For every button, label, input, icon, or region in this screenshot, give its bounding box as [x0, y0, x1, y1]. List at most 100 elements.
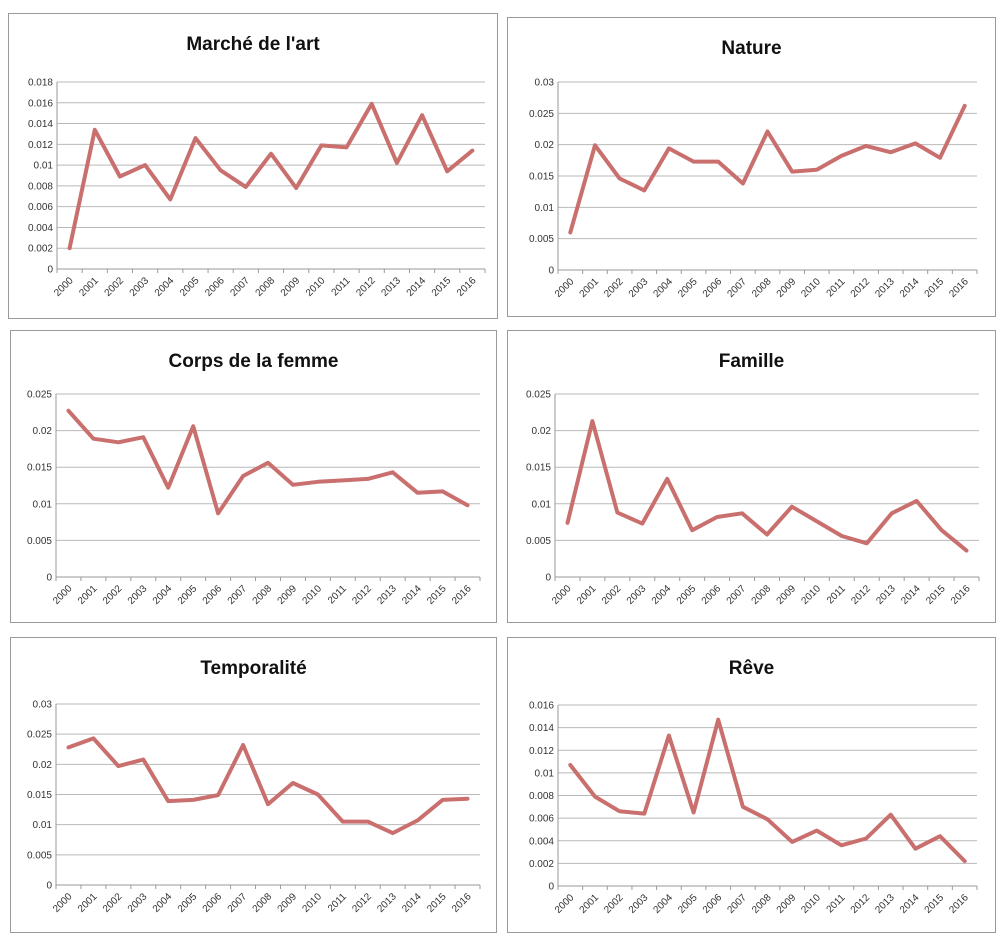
- x-tick-label: 2009: [276, 891, 300, 915]
- x-tick-label: 2013: [873, 276, 897, 300]
- y-tick-label: 0: [548, 266, 554, 277]
- x-tick-label: 2007: [226, 583, 250, 607]
- x-tick-label: 2008: [251, 583, 275, 607]
- y-tick-label: 0.012: [28, 140, 53, 151]
- chart-panel-famille: Famille 0 0.005 0.01 0.015 0.02 0.025 2000 2001…: [507, 330, 996, 623]
- x-tick-label: 2010: [799, 276, 823, 300]
- x-tick-label: 2004: [151, 583, 175, 607]
- x-tick-label: 2004: [652, 892, 676, 916]
- x-tick-label: 2003: [126, 891, 150, 915]
- y-tick-label: 0.004: [529, 836, 554, 847]
- series-line: [568, 103, 967, 235]
- x-tick-label: 2005: [176, 891, 200, 915]
- x-tick-label: 2016: [450, 891, 474, 915]
- x-tick-label: 2010: [799, 583, 823, 607]
- y-tick-label: 0.006: [529, 814, 554, 825]
- y-tick-label: 0.016: [529, 701, 554, 712]
- x-tick-label: 2000: [51, 891, 75, 915]
- series-line: [568, 717, 967, 864]
- x-tick-label: 2012: [849, 583, 873, 607]
- y-tick-label: 0.02: [33, 760, 53, 771]
- y-tick-label: 0.014: [28, 119, 53, 130]
- x-tick-label: 2009: [279, 275, 303, 299]
- chart-panel-reve: Rêve 0 0.002 0.004 0.006 0.008 0.01 0.012 0.014…: [507, 637, 996, 933]
- x-tick-label: 2003: [627, 892, 651, 916]
- x-tick-label: 2005: [675, 583, 699, 607]
- x-tick-label: 2011: [326, 583, 349, 606]
- x-tick-label: 2010: [304, 275, 328, 299]
- chart-svg: 0 0.002 0.004 0.006 0.008 0.01 0.012 0.014 0.016…: [28, 78, 486, 299]
- x-tick-label: 2006: [203, 275, 227, 299]
- y-tick-label: 0.01: [33, 499, 53, 510]
- x-tick-label: 2004: [652, 276, 676, 300]
- chart-title: Nature: [721, 38, 782, 59]
- x-tick-label: 2012: [849, 892, 873, 916]
- x-tick-label: 2005: [178, 275, 202, 299]
- y-tick-label: 0.01: [535, 768, 555, 779]
- y-tick-label: 0.008: [28, 181, 53, 192]
- y-tick-label: 0.025: [529, 109, 554, 120]
- x-tick-label: 2015: [425, 891, 449, 915]
- y-tick-label: 0.01: [33, 820, 53, 831]
- y-tick-label: 0: [545, 573, 551, 584]
- y-tick-label: 0.015: [526, 463, 551, 474]
- x-tick-label: 2008: [750, 892, 774, 916]
- y-tick-label: 0.005: [27, 536, 52, 547]
- y-tick-label: 0.018: [28, 78, 53, 89]
- y-tick-label: 0.016: [28, 98, 53, 109]
- x-tick-label: 2011: [825, 583, 848, 606]
- x-tick-label: 2012: [350, 891, 374, 915]
- y-tick-label: 0.01: [532, 499, 552, 510]
- y-tick-label: 0.025: [27, 730, 52, 741]
- x-tick-label: 2010: [300, 891, 324, 915]
- x-tick-label: 2016: [947, 892, 971, 916]
- x-tick-label: 2013: [379, 275, 403, 299]
- chart-panel-temporalite: Temporalité 0 0.005 0.01 0.015 0.02 0.025 0.03…: [10, 637, 497, 933]
- y-tick-label: 0.002: [529, 859, 554, 870]
- x-tick-label: 2006: [701, 276, 725, 300]
- x-tick-label: 2006: [201, 583, 225, 607]
- y-tick-label: 0.012: [529, 746, 554, 757]
- chart-title: Rêve: [728, 658, 775, 679]
- x-tick-label: 2009: [775, 892, 799, 916]
- x-tick-label: 2016: [450, 583, 474, 607]
- x-tick-label: 2002: [101, 583, 125, 607]
- chart-title: Famille: [718, 351, 785, 372]
- x-tick-label: 2012: [354, 275, 378, 299]
- x-tick-label: 2008: [251, 891, 275, 915]
- x-tick-label: 2005: [676, 892, 700, 916]
- y-tick-label: 0: [46, 881, 52, 892]
- y-tick-label: 0.005: [529, 234, 554, 245]
- x-tick-label: 2001: [578, 276, 602, 300]
- y-tick-label: 0.008: [529, 791, 554, 802]
- y-tick-label: 0.005: [526, 536, 551, 547]
- y-tick-label: 0.015: [27, 790, 52, 801]
- chart-svg: 0 0.005 0.01 0.015 0.02 0.025 0.03 2000 2001 2002…: [529, 78, 978, 300]
- x-tick-label: 2010: [300, 583, 324, 607]
- chart-svg: 0 0.005 0.01 0.015 0.02 0.025 0.03 2000 2001 2002…: [27, 700, 481, 915]
- x-tick-label: 2014: [898, 892, 922, 916]
- x-tick-label: 2003: [625, 583, 649, 607]
- chart-title: Temporalité: [200, 658, 307, 679]
- x-tick-label: 2003: [126, 583, 150, 607]
- x-tick-label: 2001: [76, 891, 100, 915]
- chart-panel-corps-de-la-femme: Corps de la femme 0 0.005 0.01 0.015 0.02 0.0…: [10, 330, 497, 623]
- x-tick-label: 2015: [924, 583, 948, 607]
- x-tick-label: 2010: [799, 892, 823, 916]
- x-tick-label: 2002: [602, 892, 626, 916]
- x-tick-label: 2000: [52, 275, 76, 299]
- x-tick-label: 2008: [750, 583, 774, 607]
- x-tick-label: 2007: [725, 583, 749, 607]
- x-tick-label: 2002: [101, 891, 125, 915]
- chart-panel-nature: Nature 0 0.005 0.01 0.015 0.02 0.025 0.03 2000 2…: [507, 17, 996, 317]
- y-tick-label: 0.03: [535, 78, 555, 89]
- chart-panel-marche-de-lart: Marché de l'art 0 0.002 0.004 0.006 0.008 0.0…: [8, 13, 498, 319]
- x-tick-label: 2000: [553, 892, 577, 916]
- x-tick-label: 2013: [375, 583, 399, 607]
- y-tick-label: 0.025: [27, 390, 52, 401]
- series-line: [67, 101, 475, 251]
- x-tick-label: 2007: [725, 276, 749, 300]
- x-tick-label: 2004: [151, 891, 175, 915]
- x-tick-label: 2014: [899, 583, 923, 607]
- y-tick-label: 0.02: [535, 140, 555, 151]
